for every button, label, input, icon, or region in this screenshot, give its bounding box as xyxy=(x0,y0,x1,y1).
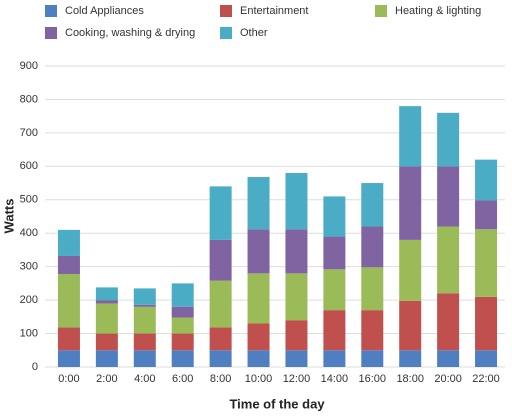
x-tick-label: 22:00 xyxy=(472,373,500,385)
bar-segment xyxy=(133,333,156,351)
bar-segment xyxy=(285,173,308,230)
y-tick-label: 300 xyxy=(20,261,38,273)
bar-segment xyxy=(475,200,498,230)
bar-segment xyxy=(247,323,270,351)
x-tick-label: 4:00 xyxy=(134,373,155,385)
bar-segment xyxy=(361,183,384,227)
legend-label: Entertainment xyxy=(240,5,308,17)
x-tick-label: 18:00 xyxy=(396,373,424,385)
x-tick-label: 10:00 xyxy=(245,373,273,385)
bar-segment xyxy=(285,320,308,351)
bar-segment xyxy=(95,333,118,351)
bar-segment xyxy=(171,317,194,334)
bar-segment xyxy=(133,304,156,307)
bar-segment xyxy=(475,350,498,367)
bar-segment xyxy=(475,159,498,201)
bar-segment xyxy=(133,306,156,334)
bar-segment xyxy=(323,269,346,311)
x-tick-label: 16:00 xyxy=(359,373,387,385)
bar-segment xyxy=(437,112,460,167)
y-tick-label: 600 xyxy=(20,160,38,172)
bar-segment xyxy=(399,350,422,367)
bar-segment xyxy=(133,288,156,305)
x-tick-label: 14:00 xyxy=(321,373,349,385)
bar-segment xyxy=(209,186,232,240)
legend-swatch xyxy=(220,27,232,39)
x-tick-label: 6:00 xyxy=(172,373,193,385)
legend-label: Other xyxy=(240,27,268,39)
bar-segment xyxy=(57,350,80,367)
bar-segment xyxy=(95,300,118,304)
bar-segment xyxy=(437,166,460,227)
bar-segment xyxy=(285,273,308,321)
legend-swatch xyxy=(45,5,57,17)
bar-segment xyxy=(247,350,270,367)
legend-swatch xyxy=(220,5,232,17)
bar-segment xyxy=(475,229,498,297)
bar-segment xyxy=(57,274,80,328)
bar-segment xyxy=(209,327,232,351)
bar-segment xyxy=(437,226,460,294)
x-axis-title: Time of the day xyxy=(229,396,325,411)
x-tick-label: 2:00 xyxy=(96,373,117,385)
bar-segment xyxy=(133,350,156,367)
bar-segment xyxy=(323,350,346,367)
legend-label: Heating & lighting xyxy=(395,5,481,17)
x-tick-label: 8:00 xyxy=(210,373,231,385)
bar-segment xyxy=(285,229,308,274)
bar-segment xyxy=(209,350,232,367)
bar-segment xyxy=(323,310,346,351)
x-tick-label: 12:00 xyxy=(283,373,311,385)
bar-segment xyxy=(437,293,460,351)
bar-segment xyxy=(285,350,308,367)
bar-segment xyxy=(361,226,384,268)
bar-segment xyxy=(171,350,194,367)
bar-segment xyxy=(323,236,346,270)
x-tick-label: 20:00 xyxy=(434,373,462,385)
bar-segment xyxy=(399,300,422,351)
bar-segment xyxy=(57,327,80,351)
bar-segment xyxy=(399,166,422,240)
bar-segment xyxy=(95,287,118,301)
legend-swatch xyxy=(45,27,57,39)
bar-segment xyxy=(475,296,498,351)
bar-segment xyxy=(95,303,118,334)
bar-segment xyxy=(209,239,232,281)
bar-segment xyxy=(247,177,270,230)
bar-segment xyxy=(57,255,80,275)
x-tick-label: 0:00 xyxy=(58,373,79,385)
bar-segment xyxy=(247,273,270,324)
bar-segment xyxy=(247,229,270,274)
y-axis-title: Watts xyxy=(1,199,16,234)
y-tick-label: 700 xyxy=(20,127,38,139)
legend-label: Cooking, washing & drying xyxy=(65,27,195,39)
bar-segment xyxy=(57,229,80,256)
bar-segment xyxy=(171,333,194,351)
bar-segment xyxy=(437,350,460,367)
y-tick-label: 400 xyxy=(20,227,38,239)
y-tick-label: 900 xyxy=(20,60,38,72)
bar-segment xyxy=(171,306,194,318)
bar-segment xyxy=(399,239,422,301)
y-tick-label: 500 xyxy=(20,194,38,206)
bar-segment xyxy=(361,310,384,351)
bar-segment xyxy=(171,283,194,307)
y-tick-label: 800 xyxy=(20,93,38,105)
bar-segment xyxy=(361,350,384,367)
legend-label: Cold Appliances xyxy=(65,5,144,17)
bar-segment xyxy=(209,280,232,328)
y-tick-label: 200 xyxy=(20,294,38,306)
y-tick-label: 0 xyxy=(32,361,38,373)
y-tick-label: 100 xyxy=(20,327,38,339)
bar-segment xyxy=(95,350,118,367)
bar-segment xyxy=(361,267,384,311)
bar-segment xyxy=(323,196,346,237)
legend-swatch xyxy=(375,5,387,17)
bar-segment xyxy=(399,106,422,167)
